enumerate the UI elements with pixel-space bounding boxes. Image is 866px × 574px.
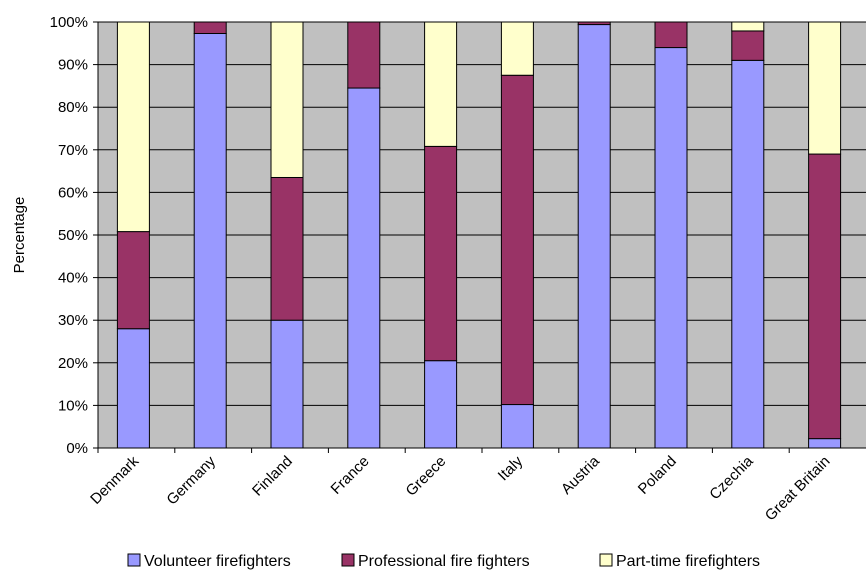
bar-segment-2 <box>347 21 381 89</box>
bar-segment-2 <box>116 231 150 330</box>
y-tick-label: 40% <box>58 270 88 287</box>
bar-segment-1 <box>116 328 150 449</box>
bar-segment-2 <box>500 74 534 406</box>
bar-segment-2 <box>424 145 458 362</box>
x-category-label: Denmark <box>87 452 142 507</box>
x-category-label: Germany <box>163 452 219 508</box>
legend-label: Professional fire fighters <box>358 553 530 570</box>
bar-segment-1 <box>577 24 611 449</box>
bars <box>116 21 842 449</box>
bar-segment-1 <box>193 33 227 449</box>
legend-label: Volunteer firefighters <box>144 553 291 570</box>
bar-segment-1 <box>808 438 842 449</box>
y-axis-title: Percentage <box>11 197 28 274</box>
y-tick-label: 80% <box>58 99 88 116</box>
x-category-label: France <box>328 453 373 498</box>
bar-segment-1 <box>731 59 765 449</box>
bar-segment-1 <box>270 319 304 449</box>
x-category-label: Finland <box>249 453 296 500</box>
x-category-label: Greece <box>403 453 450 500</box>
legend-swatch <box>341 553 355 567</box>
x-category-label: Czechia <box>706 452 757 503</box>
y-tick-label: 30% <box>58 312 88 329</box>
bar-segment-2 <box>270 176 304 321</box>
y-tick-label: 0% <box>66 440 88 457</box>
bar-segment-3 <box>116 21 150 233</box>
y-tick-label: 70% <box>58 142 88 159</box>
bar-segment-3 <box>500 21 534 76</box>
y-tick-label: 10% <box>58 397 88 414</box>
bar-segment-1 <box>654 47 688 449</box>
y-tick-label: 100% <box>50 14 88 31</box>
bar-segment-2 <box>193 21 227 35</box>
x-category-labels: Denmark Germany Finland France Greece Italy Au… <box>87 452 833 524</box>
y-tick-label: 50% <box>58 227 88 244</box>
bar-segment-1 <box>500 404 534 449</box>
legend: Volunteer firefighters Professional fire … <box>127 553 760 570</box>
y-tick-label: 90% <box>58 57 88 74</box>
x-category-label: Great Britain <box>762 453 834 525</box>
x-category-label: Italy <box>495 452 527 484</box>
legend-swatch <box>599 553 613 567</box>
bar-segment-3 <box>424 21 458 147</box>
legend-swatch <box>127 553 141 567</box>
bar-segment-2 <box>808 153 842 440</box>
x-category-label: Poland <box>635 453 680 498</box>
axes <box>93 21 866 453</box>
bar-segment-2 <box>654 21 688 49</box>
bar-segment-2 <box>577 21 611 26</box>
legend-label: Part-time firefighters <box>616 553 760 570</box>
y-tick-label: 20% <box>58 355 88 372</box>
bar-segment-3 <box>270 21 304 178</box>
x-category-label: Austria <box>558 452 603 497</box>
bar-segment-2 <box>731 30 765 61</box>
bar-segment-3 <box>808 21 842 155</box>
bar-segment-1 <box>424 360 458 449</box>
bar-segment-3 <box>731 21 765 32</box>
bar-segment-1 <box>347 87 381 449</box>
y-tick-labels: 0% 10% 20% 30% 40% 50% 60% 70% 80% 90% 100% <box>50 14 88 457</box>
y-tick-label: 60% <box>58 184 88 201</box>
